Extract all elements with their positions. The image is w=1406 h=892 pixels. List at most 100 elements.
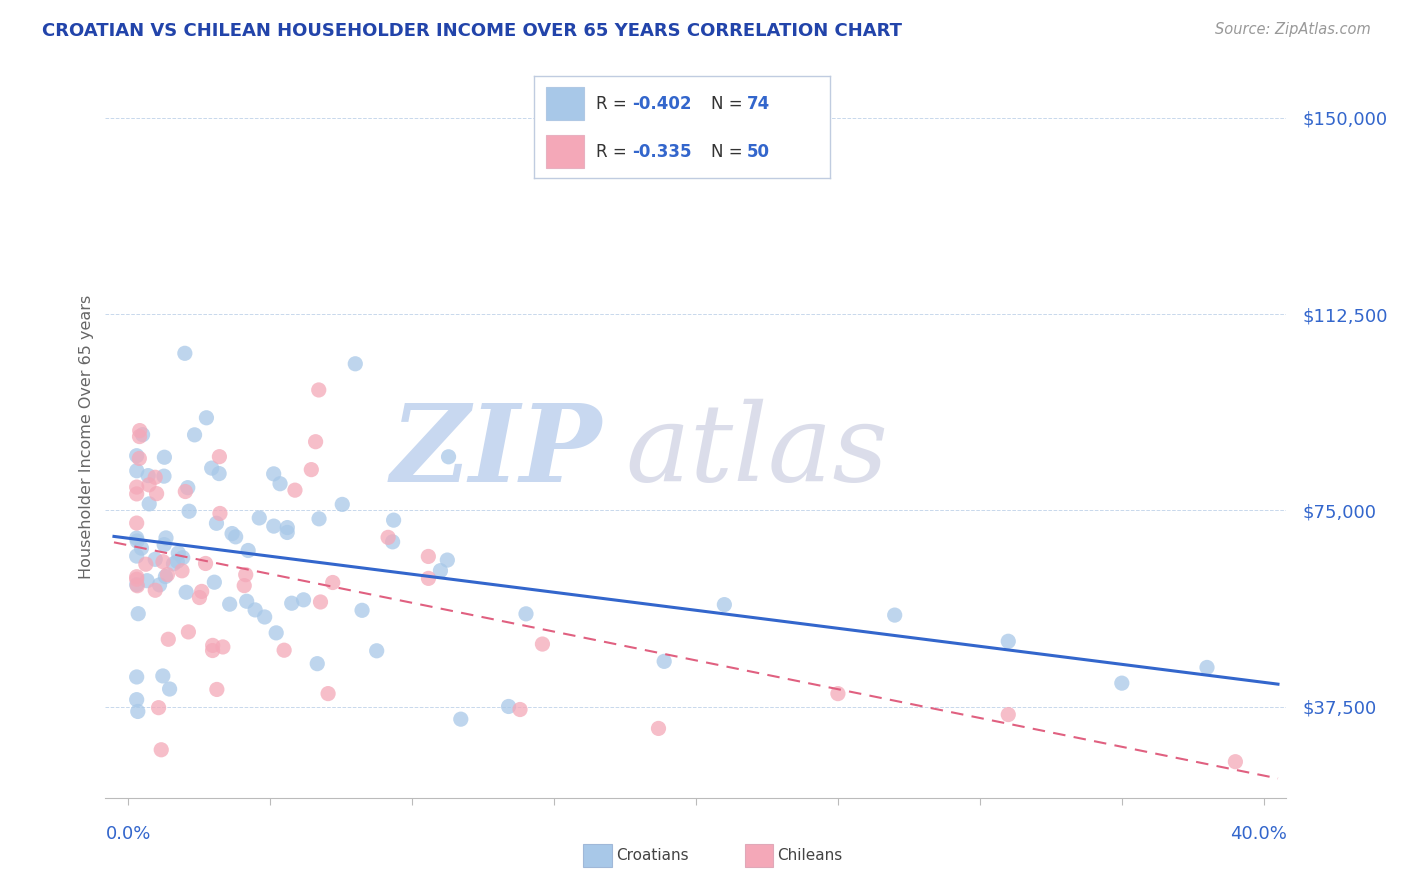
Point	[243, 603, 266, 617]
Point	[195, 410, 218, 425]
Point	[225, 530, 247, 544]
Point	[273, 643, 295, 657]
Point	[647, 722, 669, 736]
Point	[153, 538, 176, 552]
Text: 0.0%: 0.0%	[105, 825, 150, 843]
Point	[156, 567, 179, 582]
Point	[515, 607, 537, 621]
Point	[136, 574, 159, 588]
Point	[280, 596, 302, 610]
Point	[174, 484, 197, 499]
Point	[172, 550, 194, 565]
Point	[307, 657, 329, 671]
Point	[1195, 660, 1218, 674]
Point	[284, 483, 307, 498]
Point	[138, 478, 160, 492]
Point	[128, 429, 150, 443]
Text: 40.0%: 40.0%	[1230, 825, 1286, 843]
Point	[125, 577, 148, 591]
Bar	[546, 136, 585, 168]
Point	[381, 534, 404, 549]
Point	[208, 507, 231, 521]
Point	[150, 743, 173, 757]
Point	[167, 546, 190, 560]
Point	[827, 687, 849, 701]
Point	[127, 579, 149, 593]
Point	[418, 549, 440, 564]
Point	[236, 543, 259, 558]
Point	[429, 564, 451, 578]
Point	[269, 476, 291, 491]
Point	[125, 570, 148, 584]
Point	[316, 687, 339, 701]
Point	[152, 669, 174, 683]
Text: -0.335: -0.335	[631, 143, 692, 161]
Point	[264, 625, 287, 640]
Text: atlas: atlas	[626, 399, 889, 504]
Y-axis label: Householder Income Over 65 years: Householder Income Over 65 years	[79, 295, 94, 579]
Point	[202, 575, 225, 590]
Point	[157, 632, 180, 647]
Point	[418, 571, 440, 585]
Point	[322, 575, 344, 590]
Point	[125, 531, 148, 545]
Point	[174, 585, 197, 599]
Point	[135, 558, 157, 572]
Point	[299, 462, 322, 476]
Text: R =: R =	[596, 95, 633, 112]
Point	[131, 541, 153, 555]
Point	[155, 569, 177, 583]
Point	[136, 468, 159, 483]
Point	[997, 707, 1019, 722]
Point	[208, 450, 231, 464]
Point	[128, 424, 150, 438]
Point	[177, 624, 200, 639]
Point	[382, 513, 405, 527]
Point	[208, 467, 231, 481]
Point	[235, 567, 257, 582]
Point	[221, 526, 243, 541]
Text: R =: R =	[596, 143, 633, 161]
Point	[1225, 755, 1247, 769]
Point	[125, 549, 148, 563]
Point	[509, 702, 531, 716]
Point	[276, 520, 298, 534]
Text: -0.402: -0.402	[631, 95, 692, 112]
Point	[263, 519, 285, 533]
Point	[125, 480, 148, 494]
Point	[190, 584, 212, 599]
Text: 74: 74	[747, 95, 770, 112]
Point	[143, 583, 166, 598]
Point	[127, 607, 149, 621]
Point	[201, 639, 224, 653]
Point	[127, 705, 149, 719]
Point	[125, 670, 148, 684]
Point	[148, 578, 170, 592]
Point	[152, 555, 174, 569]
Point	[308, 383, 330, 397]
Point	[212, 640, 235, 654]
Text: CROATIAN VS CHILEAN HOUSEHOLDER INCOME OVER 65 YEARS CORRELATION CHART: CROATIAN VS CHILEAN HOUSEHOLDER INCOME O…	[42, 22, 903, 40]
Point	[377, 530, 399, 544]
Text: Croatians: Croatians	[616, 848, 689, 863]
Point	[235, 594, 257, 608]
Point	[159, 681, 181, 696]
Text: Chileans: Chileans	[778, 848, 842, 863]
Point	[218, 597, 240, 611]
Point	[125, 487, 148, 501]
Point	[205, 682, 228, 697]
Point	[127, 533, 149, 548]
Point	[253, 610, 276, 624]
Point	[233, 579, 256, 593]
Point	[309, 595, 332, 609]
Point	[366, 644, 388, 658]
Point	[436, 553, 458, 567]
Point	[138, 497, 160, 511]
Text: ZIP: ZIP	[389, 399, 602, 505]
Point	[131, 427, 153, 442]
Point	[143, 552, 166, 566]
Text: 50: 50	[747, 143, 770, 161]
Point	[304, 434, 326, 449]
Point	[308, 512, 330, 526]
Point	[143, 470, 166, 484]
